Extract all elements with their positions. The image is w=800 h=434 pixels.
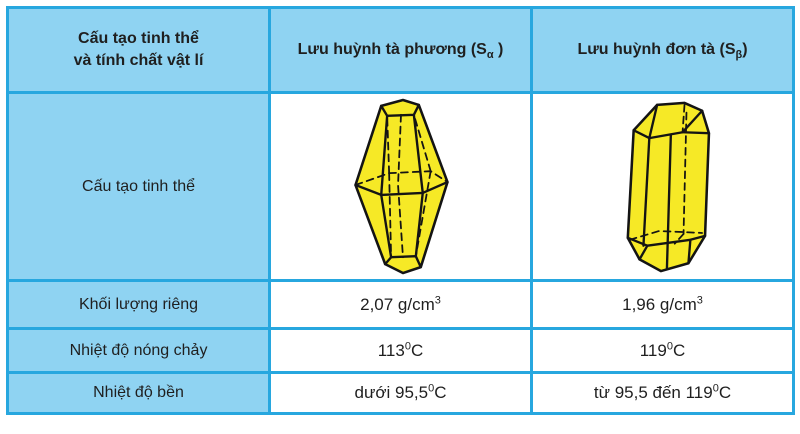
stability-label-cell: Nhiệt độ bền — [6, 371, 271, 415]
monoclinic-crystal-cell — [530, 91, 795, 282]
monoclinic-sulfur-crystal-figure — [539, 99, 786, 275]
density-beta-value: 1,96 g/cm — [622, 294, 697, 314]
monoclinic-sulfur-crystal-icon — [626, 101, 710, 272]
header-row: Cấu tạo tinh thể và tính chất vật lí Lưu… — [6, 6, 795, 94]
header-orthorhombic-close: ) — [493, 40, 504, 58]
stability-row: Nhiệt độ bền dưới 95,50C từ 95,5 đến 119… — [6, 371, 795, 415]
header-properties-line2: và tính chất vật lí — [73, 52, 204, 69]
stability-beta-cell: từ 95,5 đến 1190C — [530, 371, 795, 415]
header-monoclinic-text: Lưu huỳnh đơn tà (S — [577, 40, 736, 58]
melting-point-row: Nhiệt độ nóng chảy 1130C 1190C — [6, 327, 795, 374]
density-beta-sup: 3 — [696, 293, 703, 306]
melting-beta-sup: 0 — [666, 339, 673, 352]
density-label-cell: Khối lượng riêng — [6, 279, 271, 330]
melting-alpha-unit: C — [410, 340, 424, 360]
header-properties-line1: Cấu tạo tinh thể — [78, 29, 199, 47]
stability-beta-sup: 0 — [712, 382, 719, 395]
density-row: Khối lượng riêng 2,07 g/cm3 1,96 g/cm3 — [6, 279, 795, 330]
melting-label: Nhiệt độ nóng chảy — [69, 341, 208, 359]
density-alpha-cell: 2,07 g/cm3 — [268, 279, 533, 330]
crystal-structure-row: Cấu tạo tinh thể — [6, 91, 795, 282]
stability-alpha-cell: dưới 95,50C — [268, 371, 533, 415]
stability-beta-unit: C — [718, 383, 732, 402]
melting-alpha-cell: 1130C — [268, 327, 533, 374]
melting-label-cell: Nhiệt độ nóng chảy — [6, 327, 271, 374]
melting-beta-value: 119 — [639, 340, 667, 360]
header-properties-cell: Cấu tạo tinh thể và tính chất vật lí — [6, 6, 271, 94]
stability-alpha-value: dưới 95,5 — [354, 383, 429, 402]
orthorhombic-sulfur-crystal-figure — [277, 98, 524, 276]
melting-beta-cell: 1190C — [530, 327, 795, 374]
header-orthorhombic-cell: Lưu huỳnh tà phương (Sα ) — [268, 6, 533, 94]
header-monoclinic-cell: Lưu huỳnh đơn tà (Sβ) — [530, 6, 795, 94]
orthorhombic-sulfur-crystal-icon — [353, 98, 449, 274]
density-label: Khối lượng riêng — [78, 295, 199, 313]
density-alpha-sup: 3 — [434, 293, 441, 306]
stability-label: Nhiệt độ bền — [93, 384, 184, 401]
melting-alpha-sup: 0 — [404, 339, 411, 352]
crystal-structure-label: Cấu tạo tinh thể — [82, 177, 195, 195]
header-monoclinic-close: ) — [742, 40, 748, 58]
stability-alpha-sup: 0 — [428, 382, 435, 395]
sulfur-properties-table: Cấu tạo tinh thể và tính chất vật lí Lưu… — [6, 6, 795, 415]
density-beta-cell: 1,96 g/cm3 — [530, 279, 795, 330]
melting-beta-unit: C — [672, 340, 686, 360]
header-orthorhombic-text: Lưu huỳnh tà phương (S — [297, 40, 487, 58]
beta-subscript: β — [735, 48, 743, 61]
crystal-structure-label-cell: Cấu tạo tinh thể — [6, 91, 271, 282]
density-alpha-value: 2,07 g/cm — [360, 294, 435, 314]
melting-alpha-value: 113 — [377, 340, 405, 360]
orthorhombic-crystal-cell — [268, 91, 533, 282]
stability-alpha-unit: C — [434, 383, 447, 402]
stability-beta-value: từ 95,5 đến 119 — [593, 383, 713, 402]
alpha-subscript: α — [486, 48, 494, 61]
